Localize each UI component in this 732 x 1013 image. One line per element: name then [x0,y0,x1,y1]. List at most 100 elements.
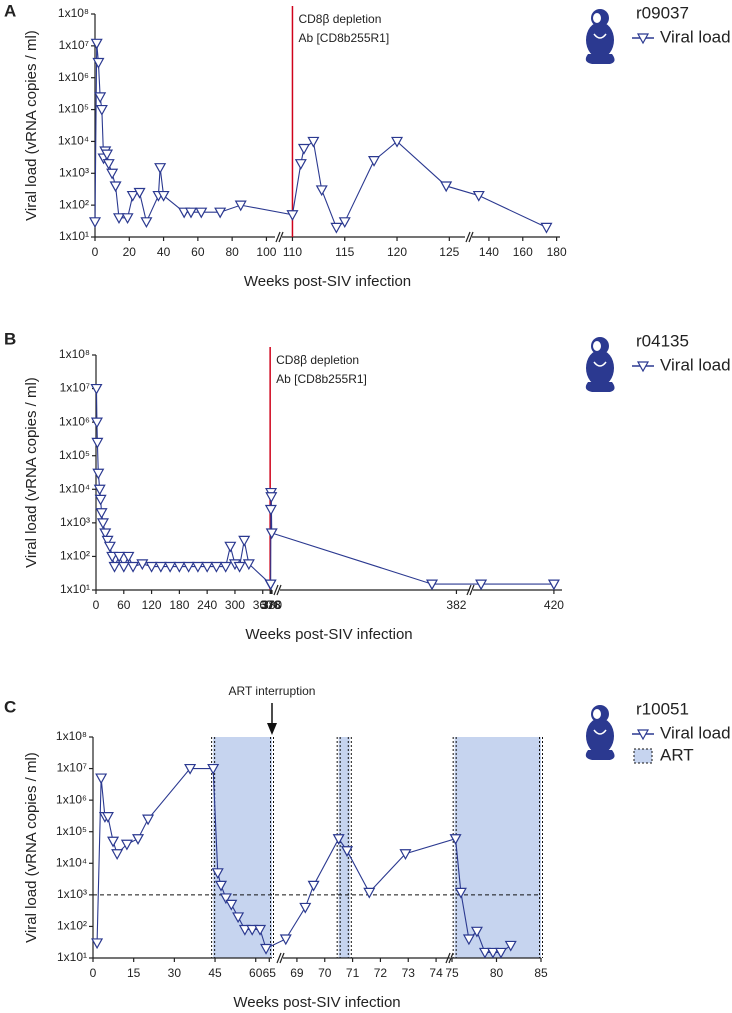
viral-load-point [307,880,320,892]
y-tick-label: 1x10³ [59,165,89,179]
y-tick-label: 1x10⁷ [60,381,90,395]
viral-load-point [142,814,155,826]
x-tick-label: 100 [256,245,276,259]
viral-load-point [136,559,149,571]
viral-load-point [94,92,107,104]
x-tick-label: 380 [262,598,282,612]
viral-load-point [307,136,320,148]
viral-load-point [472,190,485,202]
viral-load-point [140,217,153,229]
legend-swatch [633,748,653,764]
viral-load-point [91,437,104,449]
y-tick-label: 1x10¹ [59,229,89,243]
viral-load-point [154,163,167,174]
viral-load-point [219,893,232,905]
viral-load-point [540,222,553,234]
viral-load-point [95,773,108,785]
viral-load-line [96,768,512,953]
viral-load-point [233,561,246,573]
viral-load-point [264,579,277,591]
axis-break [276,584,282,596]
x-axis-label: Weeks post-SIV infection [244,273,411,290]
viral-load-point [182,561,195,573]
x-tick-label: 300 [225,598,245,612]
x-axis-label: Weeks post-SIV infection [233,994,400,1011]
panel-label: C [4,697,16,716]
icon-part [593,341,601,351]
y-tick-label: 1x10¹ [60,582,90,596]
y-tick-label: 1x10³ [57,887,87,901]
viral-load-point [106,168,119,180]
x-tick-label: 74 [429,966,443,980]
art-band [213,737,272,958]
viral-load-point [145,561,158,573]
x-tick-label: 140 [479,245,499,259]
viral-load-point [265,492,278,503]
x-tick-label: 60 [191,245,205,259]
y-tick-label: 1x10⁷ [57,761,87,775]
viral-load-point [88,217,102,229]
viral-load-point [440,181,453,193]
x-tick-label: 378 [261,598,281,612]
viral-load-point [120,839,133,851]
legend-label: ART [660,745,694,764]
arrow-head [267,723,277,735]
viral-load-point [547,579,560,591]
icon-part [586,718,614,754]
y-axis-label: Viral load (vRNA copies / ml) [23,30,40,221]
viral-load-point [184,763,197,775]
x-tick-label: 15 [127,966,141,980]
viral-load-point [92,57,105,69]
x-tick-label: 115 [335,245,354,259]
monkey-icon [585,705,615,760]
viral-load-point [121,213,134,225]
viral-load-point [126,190,139,202]
legend-label: Viral load [660,27,731,46]
viral-load-point [92,468,105,480]
axis-break [448,952,454,964]
viral-load-point [232,912,245,924]
viral-load-point [164,561,177,573]
icon-part [593,361,607,367]
x-tick-label: 110 [283,245,302,259]
axis-break [278,231,284,243]
viral-load-point [117,561,130,573]
y-tick-label: 1x10⁸ [58,6,89,20]
viral-load-point [504,940,517,952]
y-tick-label: 1x10⁵ [59,448,90,462]
viral-load-point [391,136,404,148]
axis-break [465,231,471,243]
x-tick-label: 160 [513,245,533,259]
viral-load-point [90,383,103,395]
depletion-label: CD8β depletion [276,353,359,367]
x-tick-label: 70 [318,966,332,980]
viral-load-point [225,899,238,911]
viral-load-point [127,561,140,573]
viral-load-point [122,551,135,563]
depletion-label: Ab [CD8b255R1] [276,372,367,386]
y-tick-label: 1x10² [59,197,89,211]
y-tick-label: 1x10⁶ [58,70,89,84]
axis-break [273,584,279,596]
annotation: ART interruption [229,684,316,698]
x-tick-label: 73 [402,966,416,980]
depletion-label: Ab [CD8b255R1] [298,31,389,45]
viral-load-point [486,947,499,959]
x-tick-label: 75 [445,966,459,980]
viral-load-point [132,834,145,845]
legend-label: Viral load [660,355,731,374]
x-tick-label: 20 [123,245,137,259]
viral-load-point [279,934,292,946]
viral-load-point [103,541,116,553]
icon-part [586,22,614,58]
legend-marker [636,33,650,45]
viral-load-point [112,213,126,225]
viral-load-point [294,159,307,170]
viral-load-point [201,561,214,573]
y-tick-label: 1x10⁴ [59,481,90,495]
viral-load-point [93,484,106,496]
viral-load-point [94,494,107,506]
x-tick-label: 80 [490,966,504,980]
y-tick-label: 1x10⁶ [56,792,87,806]
viral-load-point [297,143,310,155]
